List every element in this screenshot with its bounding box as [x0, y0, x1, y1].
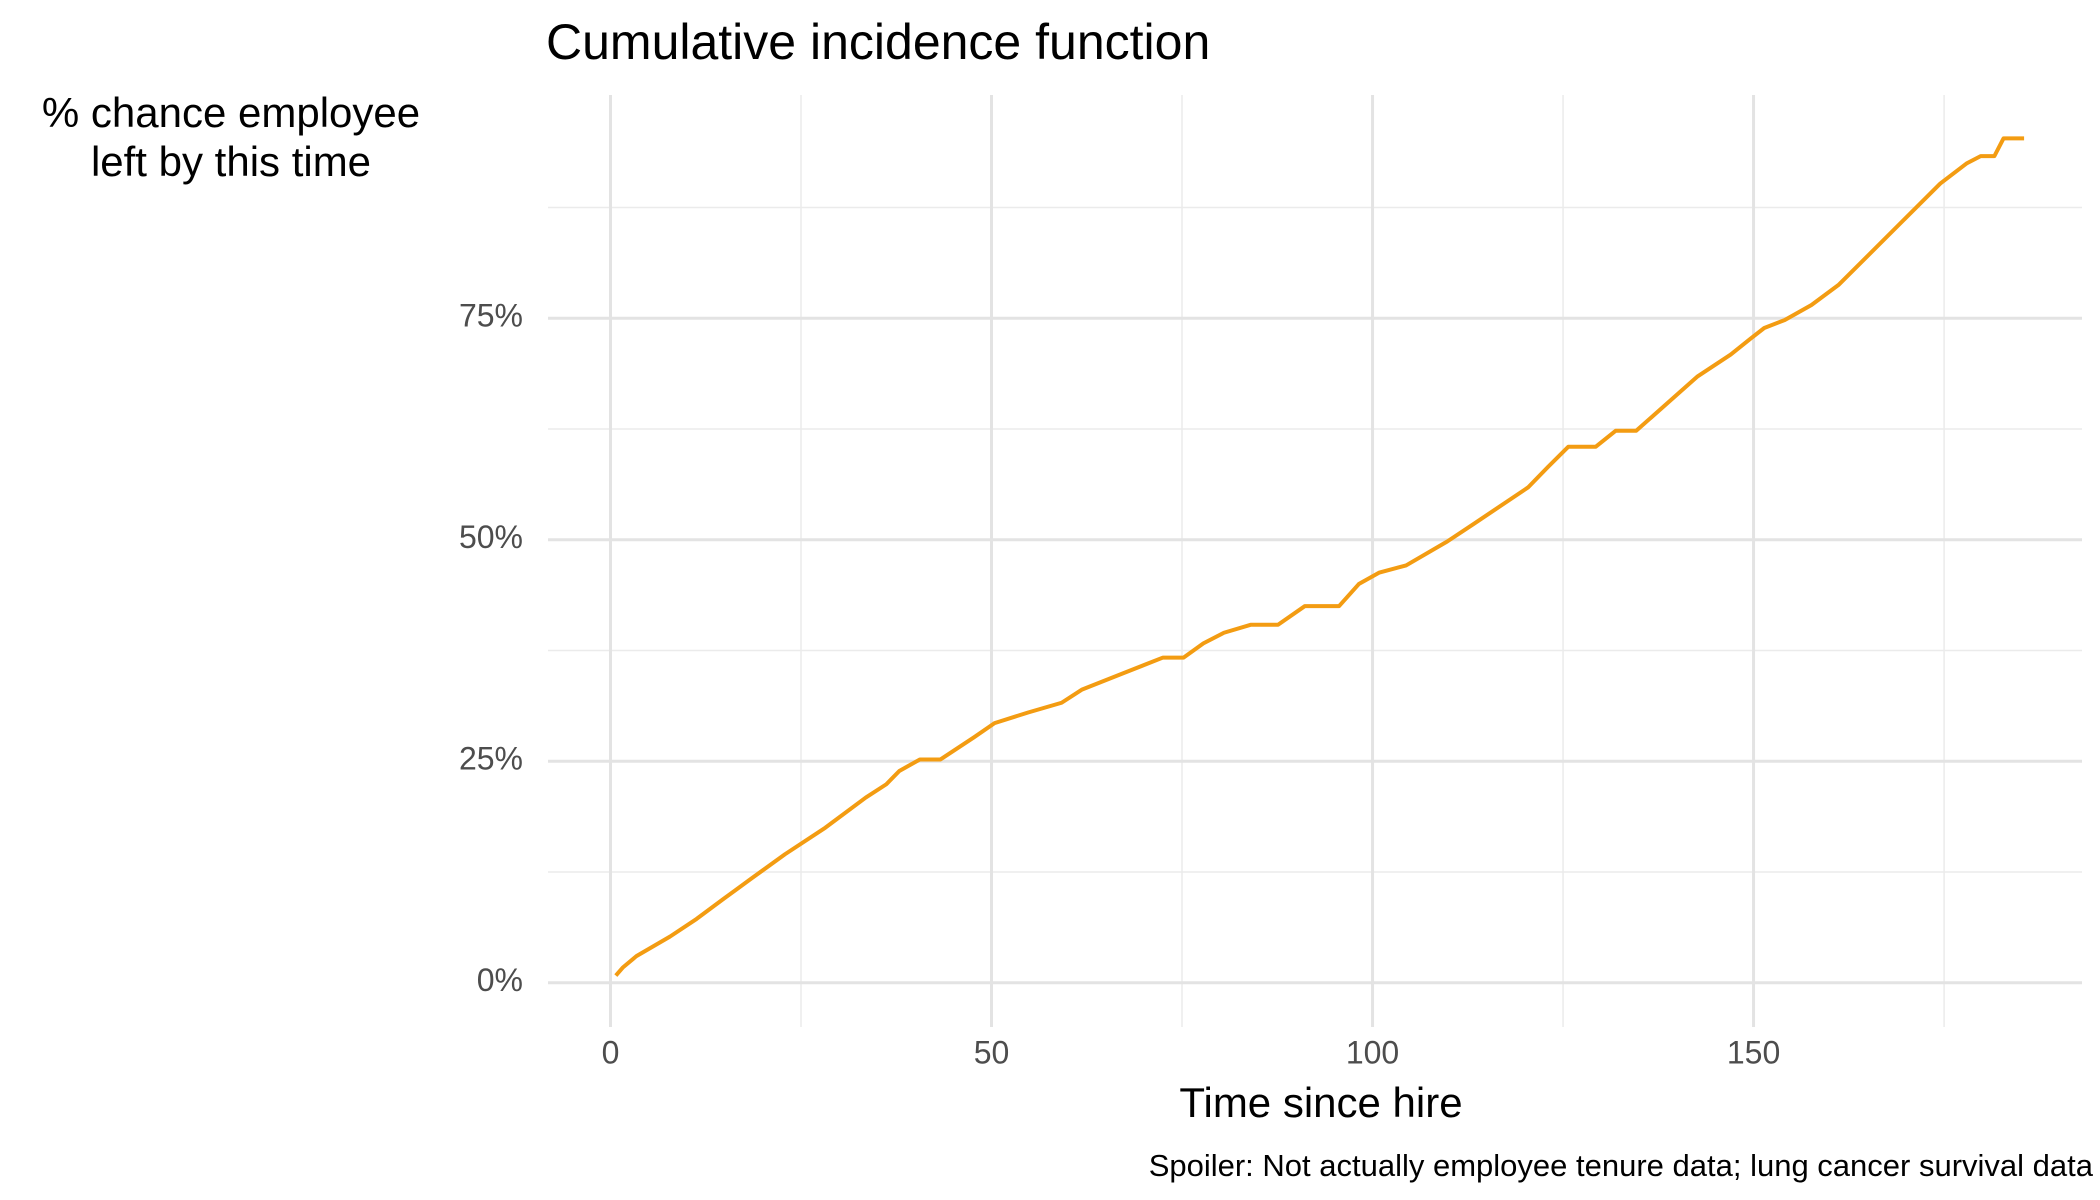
y-axis-title: left by this time: [91, 138, 371, 185]
y-tick-label: 75%: [459, 298, 523, 334]
data-line: [614, 136, 2025, 977]
chart-title: Cumulative incidence function: [546, 14, 1210, 70]
y-tick-label: 50%: [459, 519, 523, 555]
x-tick-label: 100: [1346, 1034, 1399, 1070]
y-tick-label: 25%: [459, 741, 523, 777]
x-tick-label: 50: [974, 1034, 1010, 1070]
x-tick-label: 150: [1727, 1034, 1780, 1070]
y-tick-label: 0%: [477, 962, 523, 998]
x-tick-label: 0: [602, 1034, 620, 1070]
x-axis-title: Time since hire: [1179, 1079, 1462, 1126]
caption: Spoiler: Not actually employee tenure da…: [1149, 1148, 2094, 1183]
y-axis-title: % chance employee: [42, 89, 420, 136]
